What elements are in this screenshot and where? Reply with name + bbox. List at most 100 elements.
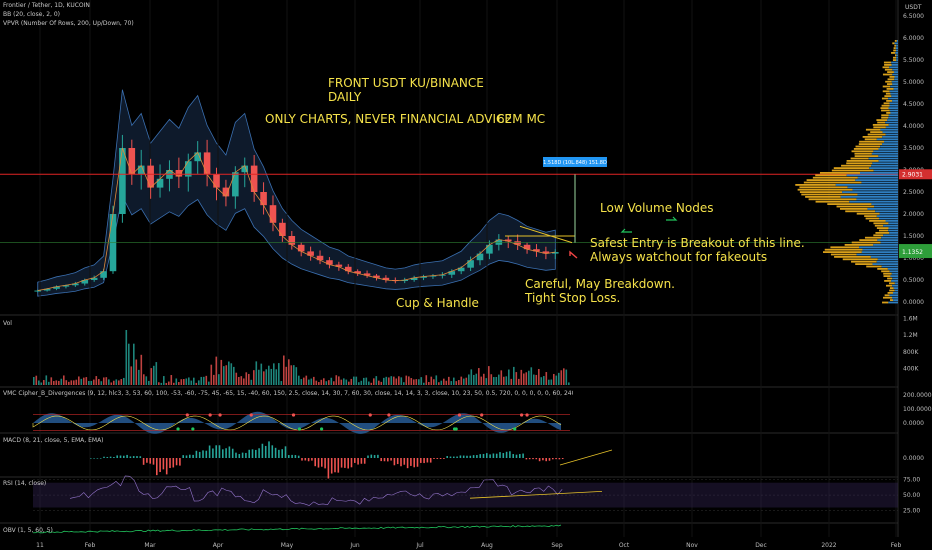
volume-bar-169 [455,381,458,385]
vpvr-up-57 [857,176,898,179]
volume-bar-187 [500,370,503,385]
volume-bar-133 [365,377,368,385]
macd-hist-5-0 [156,458,158,476]
volume-bar-55 [170,375,173,385]
vmc-dot-13 [297,427,302,431]
vpvr-up-65 [840,196,898,198]
macd-hist-5-3 [165,458,168,475]
volume-bar-159 [430,376,433,385]
x-tick-label-11: Dec [755,542,767,549]
annotation-safest-entry: Safest Entry is Breakout of this line. [590,236,805,250]
vpvr-up-23 [891,95,898,97]
vpvr-down-9 [883,61,892,64]
vpvr-down-81 [873,234,884,237]
vpvr-up-49 [868,157,898,160]
vpvr-up-44 [880,145,898,148]
volume-bar-149 [405,375,408,385]
macd-hist-11-1 [238,454,241,458]
volume-bar-173 [465,377,468,385]
volume-bar-90 [258,369,260,385]
vpvr-down-30 [886,112,891,114]
volume-pane-label[interactable]: Vol [3,320,12,327]
volume-bar-119 [330,377,333,385]
vmc-dot-8 [185,413,189,417]
vpvr-down-2 [894,44,897,47]
macd-hist-11-0 [235,452,237,458]
vpvr-down-92 [851,260,877,263]
obv-pane-label[interactable]: OBV (1, 5, 60, 5) [3,527,53,534]
vpvr-up-3 [895,47,898,49]
macd-hist-28-1 [462,455,465,458]
macd-hist-2-3 [126,454,128,458]
volume-bar-46 [148,380,150,385]
macd-hist-25-3 [429,458,432,463]
vpvr-up-76 [888,222,898,225]
vmc-dot-16 [519,413,524,417]
vpvr-down-69 [836,205,875,208]
vpvr-up-109 [888,301,898,304]
volume-bar-27 [100,381,103,385]
x-tick-label-2: Mar [144,542,156,549]
symbol-title: Frontier / Tether, 1D, KUCOIN [3,2,90,9]
volume-bar-186 [498,374,500,385]
rsi-band [33,482,898,508]
vpvr-down-10 [884,64,892,66]
price-tick-label-12: 0.5000 [903,277,924,284]
volume-bar-79 [230,363,233,385]
volume-bar-38 [128,343,130,385]
vpvr-indicator-label[interactable]: VPVR (Number Of Rows, 200, Up/Down, 70) [3,20,134,27]
volume-bar-146 [398,376,400,385]
volume-bar-138 [378,380,380,385]
macd-hist-4-1 [146,458,148,463]
vpvr-up-85 [873,244,898,246]
vpvr-up-77 [883,224,898,227]
bb-indicator-label[interactable]: BB (20, close, 2, 0) [3,11,60,18]
candle-body-18 [203,152,211,175]
volume-bar-83 [240,376,243,385]
macd-hist-1-3 [113,457,115,458]
vmc-pane-label[interactable]: VMC Cipher_B_Divergences (9, 12, hlc3, 3… [3,390,573,397]
vmc-dot-7 [525,413,529,417]
vpvr-up-70 [867,208,898,210]
macd-hist-1-2 [109,456,112,458]
vpvr-down-4 [893,49,896,52]
volume-bar-36 [123,377,125,385]
volume-bar-118 [328,380,330,385]
volume-bar-87 [250,379,253,385]
price-tick-label-4: 4.5000 [903,101,924,108]
candle-body-24 [260,192,267,206]
macd-hist-2-1 [119,455,122,458]
vpvr-down-20 [886,88,894,90]
volume-bar-99 [280,381,283,385]
macd-hist-27-3 [456,456,458,458]
candle-body-1 [43,288,51,291]
vpvr-up-101 [894,282,898,285]
candle-body-12 [147,165,154,188]
volume-bar-194 [518,378,520,385]
macd-pane-label[interactable]: MACD (8, 21, close, 5, EMA, EMA) [3,437,104,444]
candle-body-34 [354,271,361,274]
macd-hist-1-1 [106,456,109,458]
vpvr-up-34 [885,121,898,124]
vpvr-up-16 [894,78,898,81]
macd-hist-19-0 [340,458,343,468]
vpvr-down-53 [833,167,870,169]
rsi-pane-label[interactable]: RSI (14, close) [3,480,47,487]
vpvr-up-24 [888,97,898,100]
vpvr-down-75 [869,220,886,222]
current-price-badge-text: 1.1352 [902,249,923,256]
green-arrow-right [666,216,678,221]
vpvr-down-89 [830,253,857,256]
vpvr-up-63 [842,191,898,193]
macd-hist-20-3 [363,458,366,464]
macd-hist-27-2 [453,456,455,458]
vpvr-down-93 [855,263,873,265]
green-arrow-left [620,228,632,233]
volume-bar-174 [468,374,470,385]
volume-bar-137 [375,376,378,385]
volume-bar-166 [448,376,450,385]
volume-bar-165 [445,380,448,385]
volume-bar-71 [210,364,213,385]
vpvr-up-99 [892,277,898,280]
